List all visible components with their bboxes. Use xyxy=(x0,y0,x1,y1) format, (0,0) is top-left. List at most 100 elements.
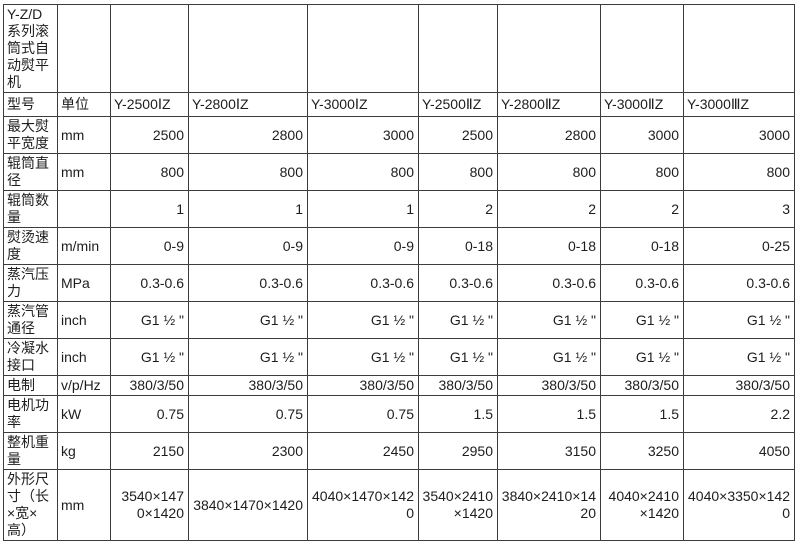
spec-value-cell: G1 ½ " xyxy=(683,301,795,339)
spec-row-unit: mm xyxy=(57,153,111,191)
spec-value-cell: 3840×2410×1420 xyxy=(497,469,601,541)
spec-value-cell: 800 xyxy=(418,153,498,191)
spec-value-cell: G1 ½ " xyxy=(110,338,189,376)
spec-value-cell: 0-18 xyxy=(497,227,601,265)
spec-row-unit: m/min xyxy=(57,227,111,265)
spec-row-label: 熨烫速度 xyxy=(3,227,58,265)
empty-cell xyxy=(418,4,498,93)
spec-value-cell: 0-9 xyxy=(110,227,189,265)
spec-value-cell: 800 xyxy=(497,153,601,191)
model-header-cell: Y-2500ⅠZ xyxy=(110,92,189,117)
spec-value-cell: G1 ½ " xyxy=(307,338,419,376)
series-title-cell: Y-Z/D系列滚筒式自动熨平机 xyxy=(3,4,58,93)
spec-value-cell: 0.3-0.6 xyxy=(497,264,601,302)
model-header-cell: Y-2800ⅠZ xyxy=(188,92,308,117)
spec-value-cell: 2 xyxy=(497,190,601,228)
spec-value-cell: 1.5 xyxy=(418,395,498,433)
spec-value-cell: 800 xyxy=(600,153,684,191)
table-row-condensate-connection: 冷凝水接口 inch G1 ½ " G1 ½ " G1 ½ " G1 ½ " G… xyxy=(3,338,795,376)
spec-value-cell: 380/3/50 xyxy=(600,375,684,396)
spec-row-unit: v/p/Hz xyxy=(57,375,111,396)
spec-value-cell: G1 ½ " xyxy=(418,338,498,376)
spec-value-cell: 800 xyxy=(188,153,308,191)
spec-value-cell: 380/3/50 xyxy=(497,375,601,396)
spec-value-cell: 2300 xyxy=(188,432,308,470)
spec-value-cell: 3000 xyxy=(307,116,419,154)
spec-value-cell: G1 ½ " xyxy=(188,338,308,376)
spec-row-label: 外形尺寸（长×宽×高） xyxy=(3,469,58,541)
table-row-machine-weight: 整机重量 kg 2150 2300 2450 2950 3150 3250 40… xyxy=(3,432,795,470)
spec-value-cell: G1 ½ " xyxy=(600,338,684,376)
spec-value-cell: G1 ½ " xyxy=(497,301,601,339)
table-row-overall-dimensions: 外形尺寸（长×宽×高） mm 3540×1470×1420 3840×1470×… xyxy=(3,469,795,541)
spec-value-cell: 1.5 xyxy=(497,395,601,433)
spec-row-label: 辊筒数量 xyxy=(3,190,58,228)
table-title-row: Y-Z/D系列滚筒式自动熨平机 xyxy=(3,4,795,93)
spec-value-cell: 2800 xyxy=(497,116,601,154)
spec-row-label: 整机重量 xyxy=(3,432,58,470)
spec-row-label: 蒸汽压力 xyxy=(3,264,58,302)
spec-value-cell: 3000 xyxy=(600,116,684,154)
spec-value-cell: 0-25 xyxy=(683,227,795,265)
spec-row-label: 电制 xyxy=(3,375,58,396)
empty-cell xyxy=(600,4,684,93)
spec-value-cell: 380/3/50 xyxy=(188,375,308,396)
spec-value-cell: 380/3/50 xyxy=(683,375,795,396)
spec-row-unit: mm xyxy=(57,469,111,541)
spec-value-cell: 3 xyxy=(683,190,795,228)
spec-value-cell: 380/3/50 xyxy=(110,375,189,396)
table-row-electric-system: 电制 v/p/Hz 380/3/50 380/3/50 380/3/50 380… xyxy=(3,375,795,396)
spec-value-cell: 380/3/50 xyxy=(418,375,498,396)
spec-value-cell: 4040×2410×1420 xyxy=(600,469,684,541)
spec-value-cell: 2800 xyxy=(188,116,308,154)
spec-value-cell: 800 xyxy=(683,153,795,191)
spec-value-cell: 3540×2410×1420 xyxy=(418,469,498,541)
spec-value-cell: 4050 xyxy=(683,432,795,470)
spec-value-cell: 0.75 xyxy=(110,395,189,433)
empty-cell xyxy=(683,4,795,93)
spec-value-cell: 2150 xyxy=(110,432,189,470)
spec-value-cell: 3250 xyxy=(600,432,684,470)
table-row-roller-quantity: 辊筒数量 1 1 1 2 2 2 3 xyxy=(3,190,795,228)
spec-value-cell: 1 xyxy=(188,190,308,228)
empty-cell xyxy=(57,4,111,93)
spec-row-unit: inch xyxy=(57,338,111,376)
spec-value-cell: 0.3-0.6 xyxy=(307,264,419,302)
spec-value-cell: 0-9 xyxy=(188,227,308,265)
spec-row-unit: inch xyxy=(57,301,111,339)
table-row-max-width: 最大熨平宽度 mm 2500 2800 3000 2500 2800 3000 … xyxy=(3,116,795,154)
spec-value-cell: G1 ½ " xyxy=(188,301,308,339)
spec-value-cell: 0-18 xyxy=(600,227,684,265)
table-row-roller-diameter: 辊筒直径 mm 800 800 800 800 800 800 800 xyxy=(3,153,795,191)
spec-value-cell: 380/3/50 xyxy=(307,375,419,396)
spec-value-cell: 0.3-0.6 xyxy=(683,264,795,302)
spec-row-label: 最大熨平宽度 xyxy=(3,116,58,154)
spec-value-cell: 0.3-0.6 xyxy=(188,264,308,302)
spec-value-cell: 3540×1470×1420 xyxy=(110,469,189,541)
spec-value-cell: 800 xyxy=(110,153,189,191)
spec-value-cell: 2500 xyxy=(110,116,189,154)
spec-value-cell: G1 ½ " xyxy=(110,301,189,339)
spec-value-cell: G1 ½ " xyxy=(418,301,498,339)
spec-value-cell: G1 ½ " xyxy=(683,338,795,376)
spec-value-cell: 0-9 xyxy=(307,227,419,265)
empty-cell xyxy=(188,4,308,93)
spec-value-cell: 2.2 xyxy=(683,395,795,433)
model-header-cell: Y-3000ⅡZ xyxy=(600,92,684,117)
spec-row-unit: MPa xyxy=(57,264,111,302)
table-row-ironing-speed: 熨烫速度 m/min 0-9 0-9 0-9 0-18 0-18 0-18 0-… xyxy=(3,227,795,265)
spec-value-cell: G1 ½ " xyxy=(600,301,684,339)
spec-value-cell: 0-18 xyxy=(418,227,498,265)
table-row-steam-pressure: 蒸汽压力 MPa 0.3-0.6 0.3-0.6 0.3-0.6 0.3-0.6… xyxy=(3,264,795,302)
model-header-cell: Y-3000ⅠZ xyxy=(307,92,419,117)
spec-row-label: 蒸汽管通径 xyxy=(3,301,58,339)
model-col-header: 型号 xyxy=(3,92,58,117)
spec-row-label: 冷凝水接口 xyxy=(3,338,58,376)
spec-row-unit xyxy=(57,190,111,228)
spec-row-unit: mm xyxy=(57,116,111,154)
spec-value-cell: 3840×1470×1420 xyxy=(188,469,308,541)
empty-cell xyxy=(110,4,189,93)
spec-value-cell: 2950 xyxy=(418,432,498,470)
spec-value-cell: 1 xyxy=(307,190,419,228)
spec-row-label: 电机功率 xyxy=(3,395,58,433)
